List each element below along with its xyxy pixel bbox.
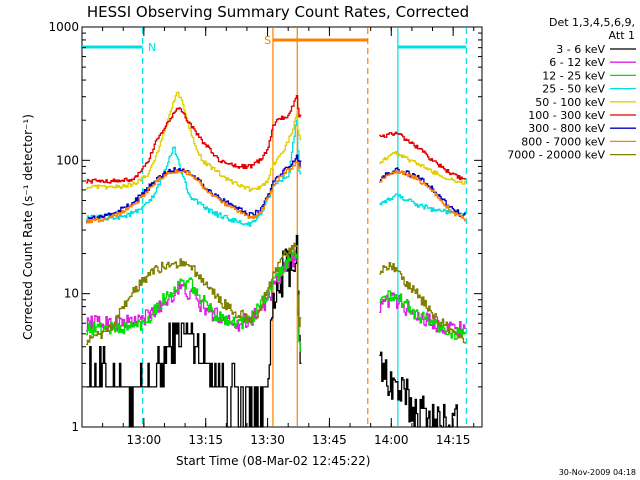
y-axis: 1 10 100 1000 (48, 20, 482, 434)
x-tick-label: 13:30 (250, 433, 285, 447)
flag-bars: NS (82, 34, 467, 54)
vertical-markers (142, 28, 467, 426)
legend-label-25-50-kev: 25 - 50 keV (542, 83, 605, 96)
x-axis: 13:00 13:15 13:30 13:45 14:00 14:15 (102, 27, 475, 447)
x-tick-label: 13:15 (188, 433, 223, 447)
legend-label-3-6-kev: 3 - 6 keV (556, 43, 605, 56)
legend-label-6-12-kev: 6 - 12 keV (549, 56, 605, 69)
y-tick-label: 10 (64, 287, 79, 301)
y-tick-label: 1000 (48, 20, 79, 34)
y-tick-label: 1 (71, 420, 79, 434)
legend-label-7000-20000-kev: 7000 - 20000 keV (507, 149, 605, 162)
x-tick-label: 14:00 (374, 433, 409, 447)
series-line-7000-20000-kev (86, 242, 466, 346)
series-layer (86, 91, 466, 428)
series-line-100-300-kev (86, 95, 466, 184)
series-line-12-25-kev (86, 251, 466, 352)
chart-title: HESSI Observing Summary Count Rates, Cor… (87, 3, 469, 21)
legend-header-line-1: Det 1,3,4,5,6,9, (549, 16, 635, 29)
flag-label-n: N (148, 41, 156, 54)
legend-label-800-7000-kev: 800 - 7000 keV (521, 135, 605, 148)
series-line-800-7000-kev (86, 161, 466, 224)
y-axis-label: Corrected Count Rate (s⁻¹ detector⁻¹) (21, 114, 35, 340)
x-tick-label: 13:45 (312, 433, 347, 447)
x-tick-label: 13:00 (127, 433, 162, 447)
legend-label-50-100-kev: 50 - 100 keV (535, 96, 605, 109)
footer-timestamp: 30-Nov-2009 04:18 (559, 468, 636, 477)
plot-area (81, 26, 483, 428)
legend-label-300-800-kev: 300 - 800 keV (528, 122, 605, 135)
x-tick-label: 14:15 (436, 433, 471, 447)
legend-label-100-300-kev: 100 - 300 keV (528, 109, 605, 122)
series-line-50-100-kev (86, 91, 466, 192)
plot-frame (81, 26, 483, 428)
y-tick-label: 100 (56, 153, 79, 167)
legend-label-12-25-kev: 12 - 25 keV (542, 69, 605, 82)
series-line-3-6-kev (86, 234, 459, 428)
legend-header-line-2: Att 1 (609, 29, 635, 42)
flag-label-s: S (264, 34, 271, 47)
x-axis-label: Start Time (08-Mar-02 12:45:22) (176, 454, 370, 468)
